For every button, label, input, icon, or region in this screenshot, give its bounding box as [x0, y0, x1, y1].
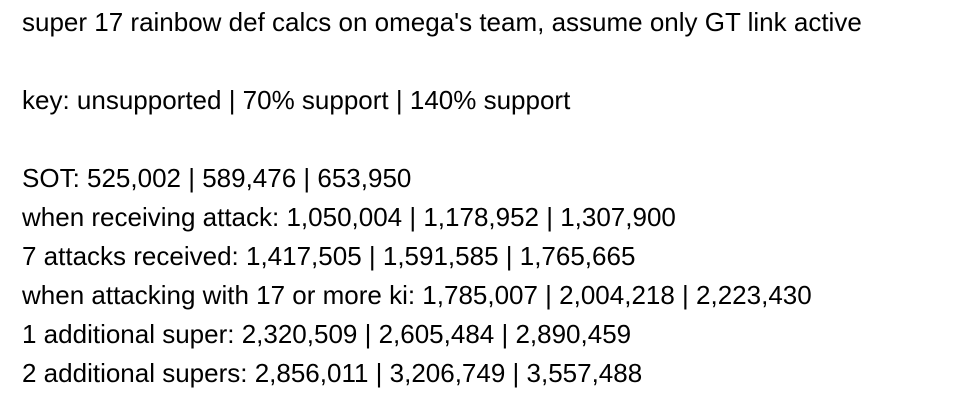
calc-row: SOT: 525,002 | 589,476 | 653,950 — [22, 163, 412, 193]
document: super 17 rainbow def calcs on omega's te… — [22, 3, 980, 393]
spacer — [22, 120, 980, 159]
calc-row: 7 attacks received: 1,417,505 | 1,591,58… — [22, 241, 636, 271]
calc-rows: SOT: 525,002 | 589,476 | 653,950 when rec… — [22, 159, 980, 393]
title: super 17 rainbow def calcs on omega's te… — [22, 7, 862, 37]
calc-row: 1 additional super: 2,320,509 | 2,605,48… — [22, 319, 632, 349]
calc-row: when attacking with 17 or more ki: 1,785… — [22, 280, 812, 310]
calc-row: when receiving attack: 1,050,004 | 1,178… — [22, 202, 676, 232]
spacer — [22, 42, 980, 81]
key-line: key: unsupported | 70% support | 140% su… — [22, 85, 571, 115]
calc-row: 2 additional supers: 2,856,011 | 3,206,7… — [22, 358, 643, 388]
